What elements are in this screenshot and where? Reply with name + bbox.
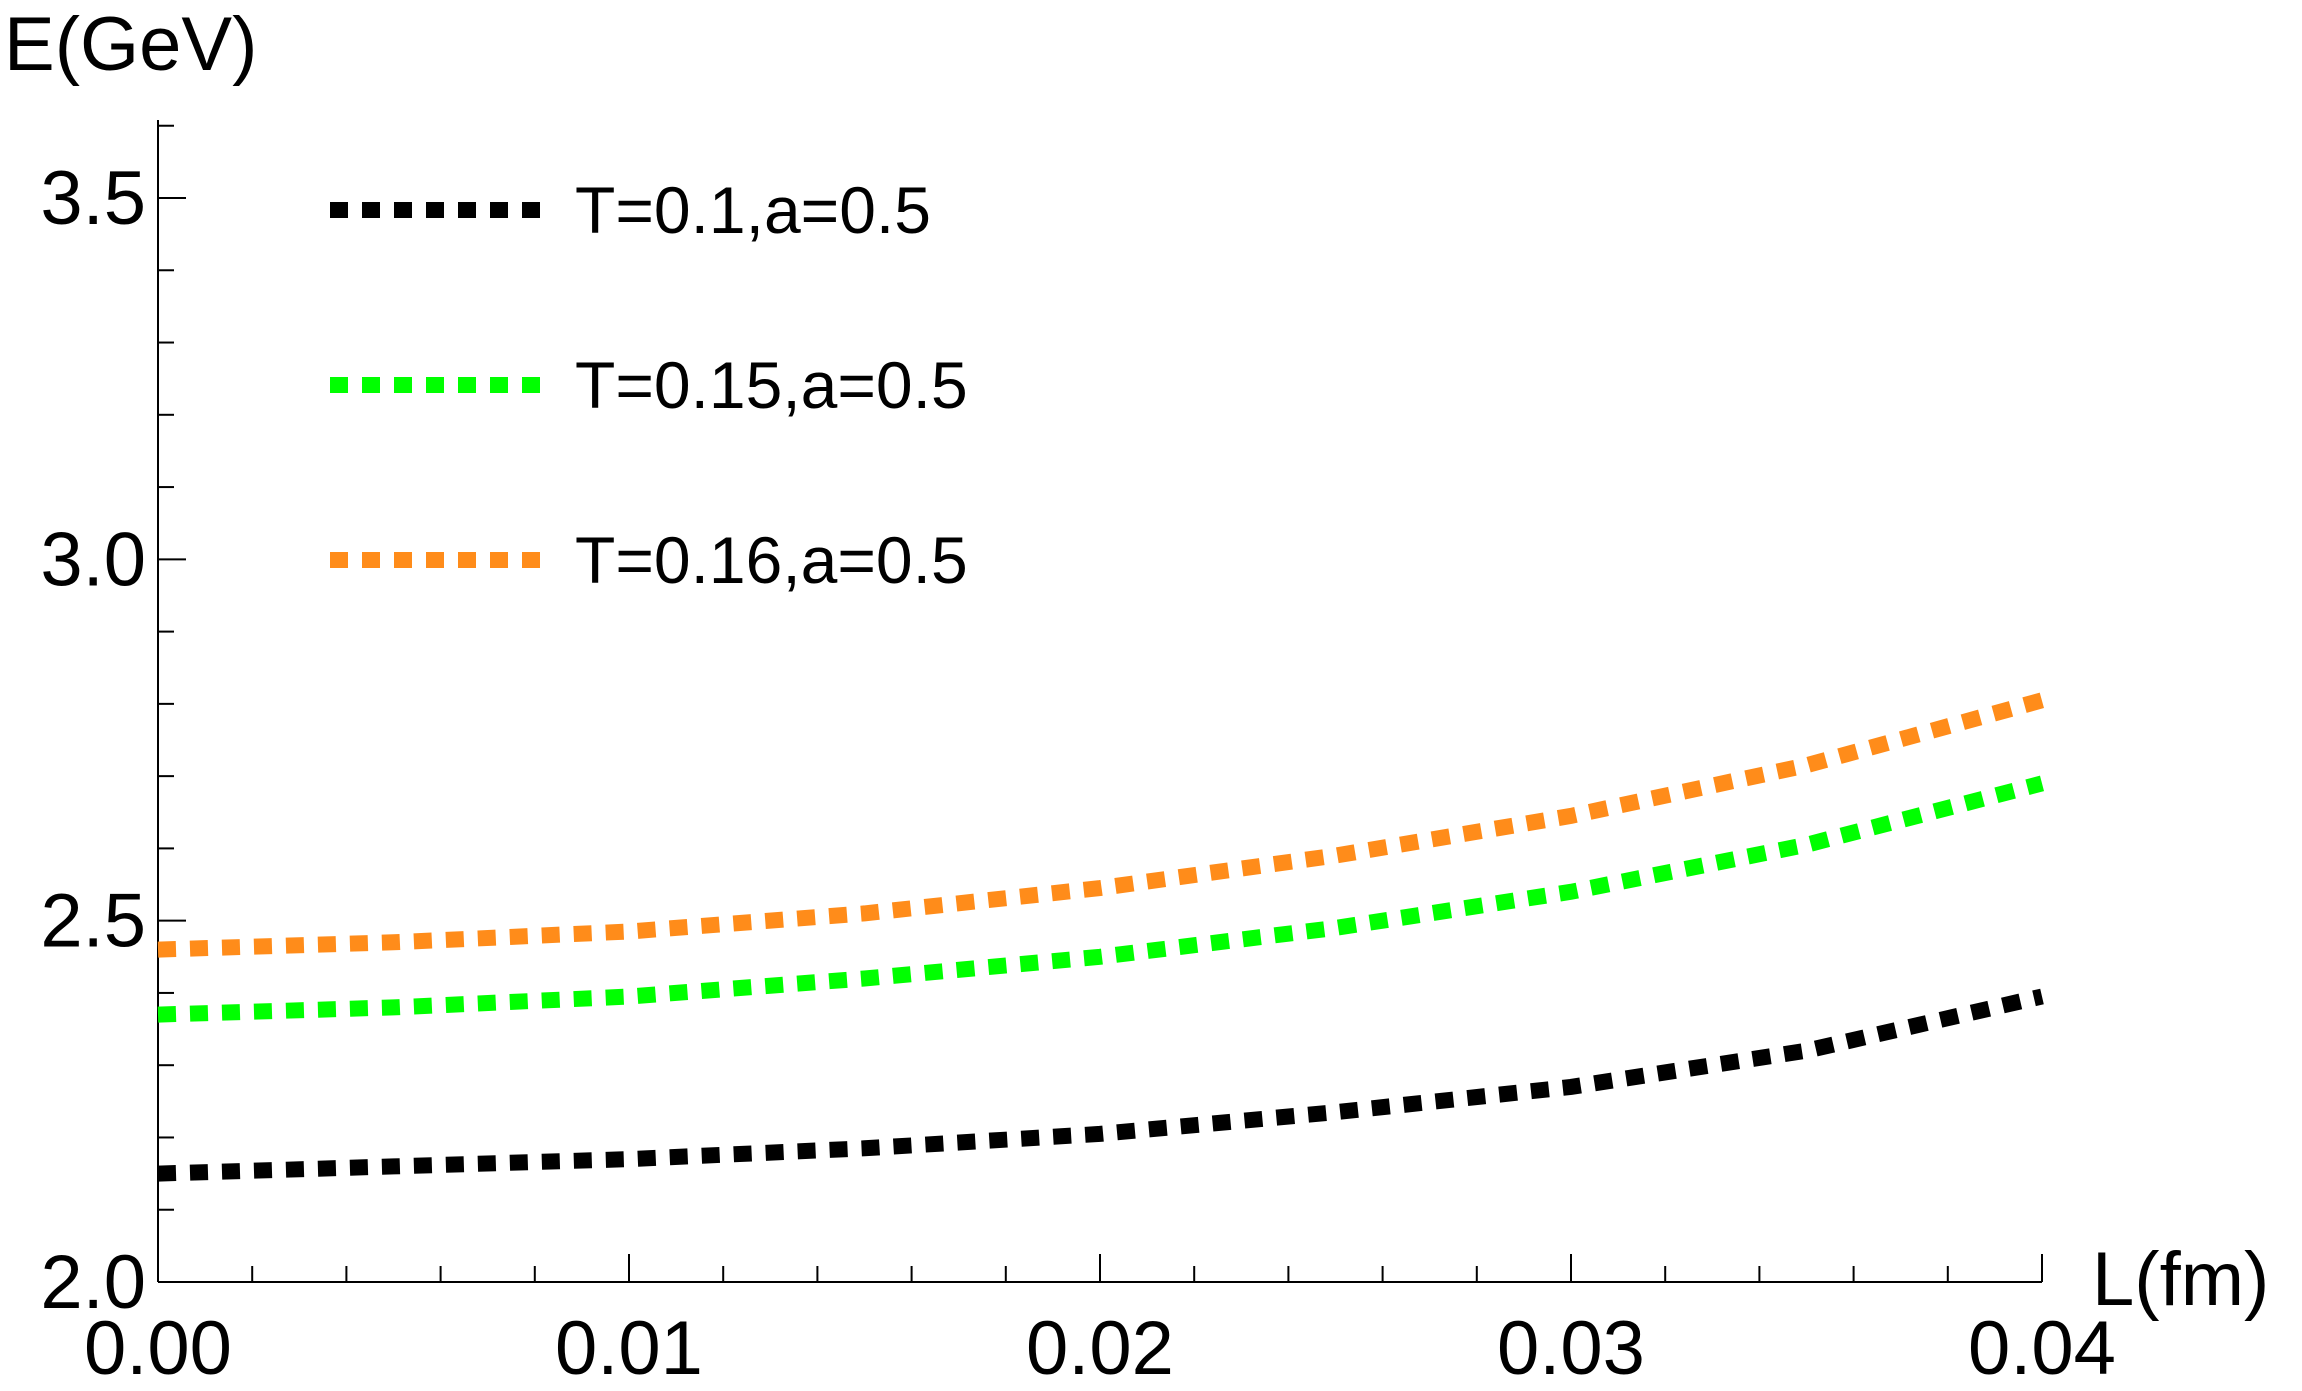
y-tick-label: 3.0 — [40, 517, 146, 602]
series-group — [157, 692, 2045, 1182]
series-line-2 — [157, 775, 2045, 1023]
y-tick-label: 3.5 — [40, 156, 146, 241]
ticks: 0.00 0.01 0.02 0.03 0.04 2.0 2.5 3.0 3.5 — [40, 124, 2116, 1391]
axes — [157, 120, 2042, 1283]
x-axis-label: L(fm) — [2092, 1237, 2269, 1322]
series-line-1 — [157, 988, 2044, 1182]
y-tick-label: 2.0 — [40, 1240, 146, 1325]
x-tick-label: 0.03 — [1497, 1306, 1645, 1391]
legend: T=0.1,a=0.5 T=0.15,a=0.5 T=0.16,a=0.5 — [330, 173, 968, 597]
series-line-3 — [157, 692, 2045, 958]
x-tick-label: 0.04 — [1968, 1306, 2116, 1391]
x-tick-label: 0.01 — [555, 1306, 703, 1391]
legend-label-1: T=0.1,a=0.5 — [575, 173, 931, 247]
y-axis-label: E(GeV) — [4, 2, 257, 87]
legend-label-2: T=0.15,a=0.5 — [575, 348, 968, 422]
y-tick-label: 2.5 — [40, 879, 146, 964]
x-tick-label: 0.02 — [1026, 1306, 1174, 1391]
legend-label-3: T=0.16,a=0.5 — [575, 523, 968, 597]
x-tick-label: 0.00 — [84, 1306, 232, 1391]
